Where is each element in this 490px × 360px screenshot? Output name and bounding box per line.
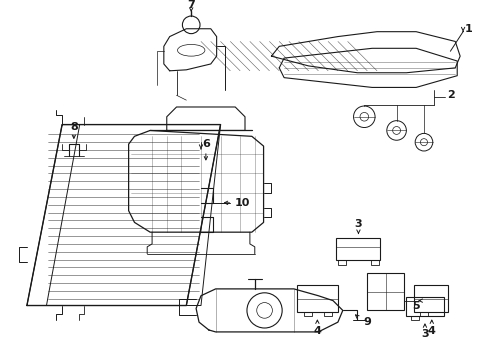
Bar	[304, 312, 312, 316]
Bar	[420, 312, 428, 316]
Text: 6: 6	[202, 139, 210, 149]
Bar	[406, 297, 443, 316]
Bar	[336, 238, 380, 260]
Text: 5: 5	[412, 301, 420, 311]
Text: 2: 2	[447, 90, 455, 100]
Text: 7: 7	[187, 0, 195, 10]
Bar	[411, 316, 419, 320]
Text: 10: 10	[234, 198, 250, 208]
Bar	[371, 260, 379, 265]
Text: 4: 4	[314, 326, 321, 336]
Text: 8: 8	[70, 122, 78, 131]
Text: 4: 4	[428, 326, 436, 336]
Bar	[297, 285, 338, 312]
Bar	[338, 260, 346, 265]
Text: 3: 3	[421, 329, 429, 339]
Bar	[414, 285, 448, 312]
Text: 9: 9	[363, 317, 371, 327]
Bar	[324, 312, 332, 316]
Bar	[367, 273, 404, 310]
Text: 3: 3	[355, 219, 362, 229]
Text: 1: 1	[465, 24, 473, 34]
